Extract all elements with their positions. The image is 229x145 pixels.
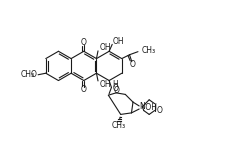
Text: N: N	[139, 102, 145, 111]
Text: CH₃: CH₃	[20, 70, 34, 79]
Text: OH: OH	[113, 37, 125, 46]
Text: ’OH: ’OH	[143, 103, 157, 112]
Text: H: H	[112, 80, 118, 89]
Text: O: O	[30, 70, 36, 79]
Text: CH₃: CH₃	[112, 121, 126, 130]
Text: OH: OH	[100, 79, 111, 88]
Text: O: O	[157, 106, 163, 115]
Text: O: O	[130, 60, 136, 69]
Text: O: O	[113, 84, 119, 93]
Text: CH₃: CH₃	[142, 46, 156, 55]
Text: O: O	[81, 85, 87, 94]
Text: OH: OH	[100, 43, 111, 52]
Text: O: O	[113, 86, 119, 95]
Text: O: O	[81, 38, 87, 47]
